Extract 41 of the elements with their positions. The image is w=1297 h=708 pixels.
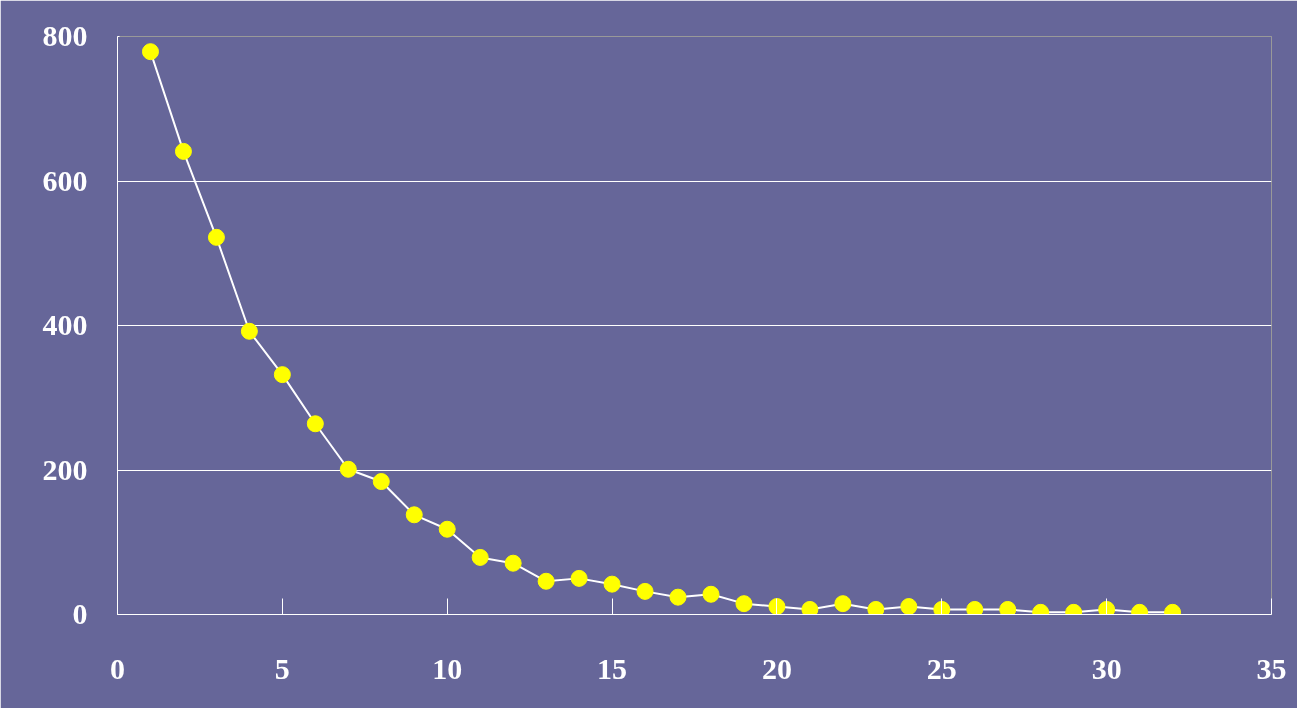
point <box>405 506 423 524</box>
point <box>636 582 654 600</box>
point <box>306 415 324 433</box>
y-tick-label: 800 <box>42 19 88 52</box>
point <box>504 554 522 572</box>
point <box>735 595 753 613</box>
x-tick-label: 25 <box>926 651 957 685</box>
x-tick-label: 30 <box>1091 651 1122 685</box>
point <box>273 366 291 384</box>
point <box>867 600 885 615</box>
point <box>240 322 258 340</box>
point <box>1098 600 1116 615</box>
point <box>603 575 621 593</box>
point <box>900 598 918 615</box>
x-tick-label: 5 <box>274 651 290 685</box>
point <box>570 569 588 587</box>
point <box>702 585 720 603</box>
point <box>933 600 951 615</box>
point <box>801 600 819 615</box>
y-tick-label: 0 <box>72 597 88 630</box>
x-tick-label: 20 <box>761 651 792 685</box>
point <box>141 43 159 61</box>
x-tick-label: 15 <box>597 651 628 685</box>
point <box>174 142 192 160</box>
x-tick-label: 35 <box>1256 651 1287 685</box>
y-tick-label: 400 <box>42 308 88 341</box>
point <box>471 548 489 566</box>
point <box>438 520 456 538</box>
x-tick-label: 10 <box>432 651 463 685</box>
y-tick-label: 600 <box>42 163 88 197</box>
point <box>339 460 357 478</box>
point <box>834 595 852 613</box>
point <box>999 600 1017 615</box>
point <box>537 572 555 590</box>
point <box>669 588 687 606</box>
x-tick-label: 0 <box>110 651 125 685</box>
point <box>372 473 390 491</box>
point <box>207 228 225 246</box>
point <box>768 598 786 615</box>
point <box>966 600 984 615</box>
y-tick-label: 200 <box>42 452 88 486</box>
